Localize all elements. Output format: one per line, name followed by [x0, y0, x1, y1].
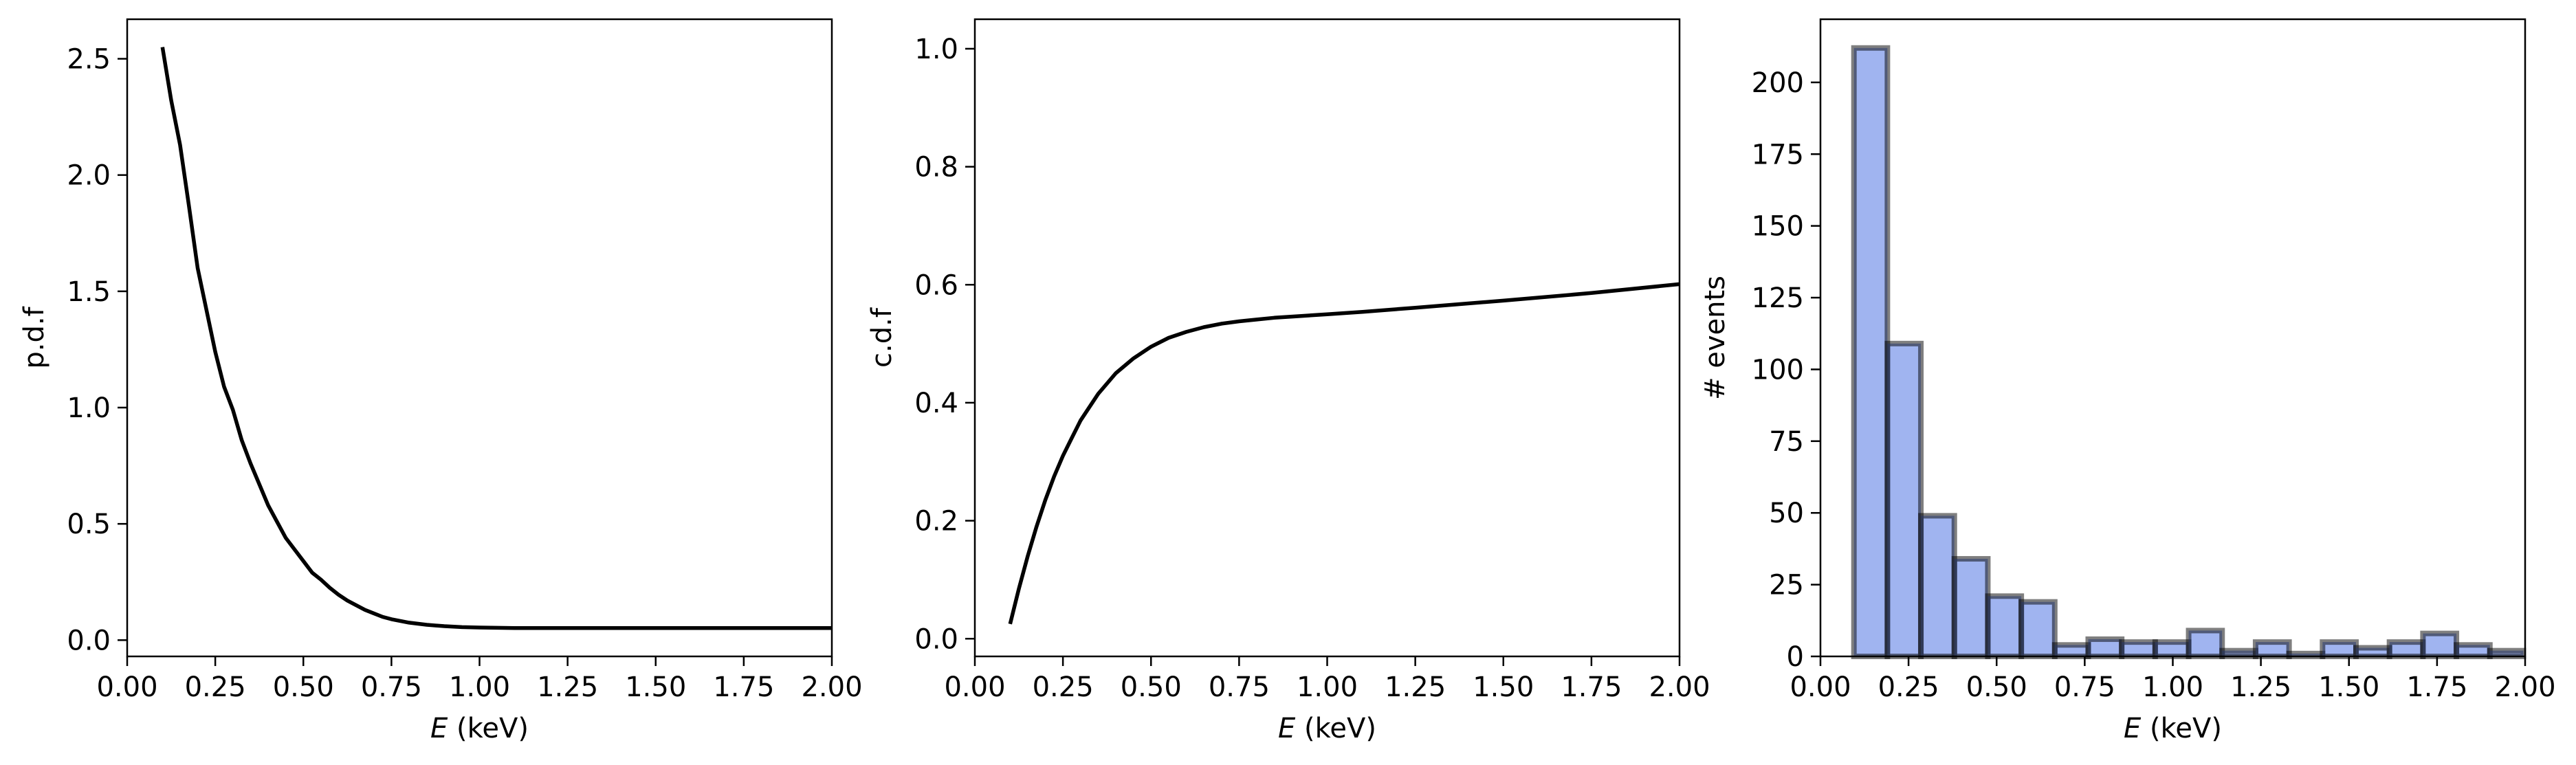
- x-axis-label-variable: E: [1278, 713, 1296, 744]
- data-line: [160, 47, 832, 630]
- x-tick-label: 1.25: [1385, 672, 1446, 703]
- x-axis-label-unit: (keV): [1295, 713, 1376, 744]
- histogram-bar: [2320, 639, 2359, 660]
- y-axis: 0.0 0.2 0.4 0.6 0.8 1.0: [914, 34, 975, 655]
- y-tick-label: 0.4: [914, 388, 958, 419]
- x-tick-label: 0.75: [2054, 672, 2115, 703]
- y-tick-label: 100: [1752, 354, 1804, 386]
- y-tick-label: 0.8: [914, 152, 958, 184]
- x-axis-label-variable: E: [2124, 713, 2142, 744]
- y-tick-label: 75: [1769, 426, 1804, 458]
- x-tick-label: 1.50: [1473, 672, 1534, 703]
- x-axis-label: E (keV): [1278, 713, 1376, 744]
- x-tick-label: 0.50: [273, 672, 334, 703]
- y-tick-label: 25: [1769, 570, 1804, 601]
- y-axis-label: # events: [1699, 276, 1731, 400]
- y-tick-label: 125: [1752, 282, 1804, 314]
- x-tick-label: 0.00: [96, 672, 157, 703]
- x-axis: 0.00 0.25 0.50 0.75 1.00 1.25 1.50 1.75 2.00: [1790, 656, 2556, 703]
- data-line: [1008, 282, 1680, 625]
- histogram-bar: [1884, 340, 1924, 659]
- histogram-bar: [1918, 513, 1957, 660]
- histogram-bar: [2051, 642, 2091, 660]
- y-tick-label: 50: [1769, 498, 1804, 529]
- y-tick-label: 2.5: [67, 44, 111, 76]
- x-tick-label: 1.50: [625, 672, 686, 703]
- x-tick-label: 0.25: [1033, 672, 1094, 703]
- y-tick-label: 0.0: [914, 623, 958, 655]
- histogram-bar: [2386, 639, 2426, 660]
- y-axis: 0.0 0.5 1.0 1.5 2.0 2.5: [67, 44, 127, 656]
- x-axis: 0.00 0.25 0.50 0.75 1.00 1.25 1.50 1.75 2.00: [944, 656, 1710, 703]
- y-tick-label: 0.2: [914, 506, 958, 537]
- x-tick-label: 1.25: [2230, 672, 2291, 703]
- histogram-bar: [2152, 639, 2192, 660]
- x-tick-label: 0.00: [944, 672, 1005, 703]
- y-tick-label: 150: [1752, 211, 1804, 243]
- axes-frame: [126, 18, 833, 658]
- x-tick-label: 0.25: [1878, 672, 1939, 703]
- x-tick-label: 2.00: [2494, 672, 2555, 703]
- x-tick-label: 1.00: [2142, 672, 2203, 703]
- histogram-bar: [2252, 639, 2292, 660]
- y-axis-label: c.d.f: [866, 307, 898, 368]
- y-tick-label: 2.0: [67, 160, 111, 192]
- x-axis-label-unit: (keV): [2141, 713, 2222, 744]
- x-axis-label-unit: (keV): [448, 713, 529, 744]
- y-axis-label: p.d.f: [19, 306, 50, 368]
- histogram-bar: [2454, 642, 2493, 660]
- histogram-bar: [2353, 645, 2392, 659]
- x-tick-label: 1.50: [2318, 672, 2379, 703]
- x-tick-label: 1.75: [2406, 672, 2467, 703]
- y-axis: 0 25 50 75 100 125 150 175 200: [1752, 67, 1820, 673]
- x-axis-label: E (keV): [2124, 713, 2222, 744]
- x-tick-label: 1.25: [537, 672, 598, 703]
- x-tick-label: 0.00: [1790, 672, 1851, 703]
- y-tick-label: 0.0: [67, 625, 111, 656]
- axes-frame: [973, 18, 1681, 658]
- y-tick-label: 175: [1752, 139, 1804, 170]
- bars: [1851, 45, 2527, 660]
- y-tick-label: 0: [1787, 641, 1804, 673]
- y-tick-label: 0.6: [914, 269, 958, 301]
- panel-cdf: 0.00 0.25 0.50 0.75 1.00 1.25 1.50 1.75 2.000.00…: [866, 18, 1710, 744]
- y-tick-label: 1.0: [914, 34, 958, 65]
- x-axis-label-variable: E: [430, 713, 448, 744]
- x-axis: 0.00 0.25 0.50 0.75 1.00 1.25 1.50 1.75 2.00: [96, 656, 863, 703]
- panel-pdf: 0.00 0.25 0.50 0.75 1.00 1.25 1.50 1.75 2.000.00…: [19, 18, 863, 744]
- panel-histogram: 0.00 0.25 0.50 0.75 1.00 1.25 1.50 1.75 2.00 0 25 5…: [1699, 18, 2556, 744]
- y-tick-label: 1.0: [67, 392, 111, 424]
- x-tick-label: 2.00: [1649, 672, 1710, 703]
- x-tick-label: 2.00: [801, 672, 862, 703]
- y-tick-label: 200: [1752, 67, 1804, 99]
- x-tick-label: 1.75: [1561, 672, 1622, 703]
- histogram-bar: [2420, 630, 2460, 660]
- y-tick-label: 1.5: [67, 276, 111, 308]
- histogram-bar: [2186, 628, 2225, 660]
- x-tick-label: 1.00: [1297, 672, 1358, 703]
- histogram-bar: [2119, 639, 2158, 660]
- y-tick-label: 0.5: [67, 509, 111, 540]
- x-tick-label: 1.00: [449, 672, 510, 703]
- histogram-bar: [2085, 636, 2125, 659]
- histogram-bar: [2487, 647, 2527, 659]
- histogram-bar: [2018, 599, 2058, 660]
- x-tick-label: 0.75: [1209, 672, 1270, 703]
- x-axis-label: E (keV): [430, 713, 529, 744]
- x-tick-label: 0.50: [1121, 672, 1182, 703]
- x-tick-label: 0.50: [1966, 672, 2027, 703]
- histogram-bar: [1985, 593, 2025, 659]
- histogram-bar: [1851, 45, 1891, 659]
- x-tick-label: 0.25: [185, 672, 246, 703]
- x-tick-label: 1.75: [713, 672, 774, 703]
- x-tick-label: 0.75: [361, 672, 422, 703]
- histogram-bar: [1951, 556, 1991, 660]
- histogram-bar: [2219, 647, 2258, 659]
